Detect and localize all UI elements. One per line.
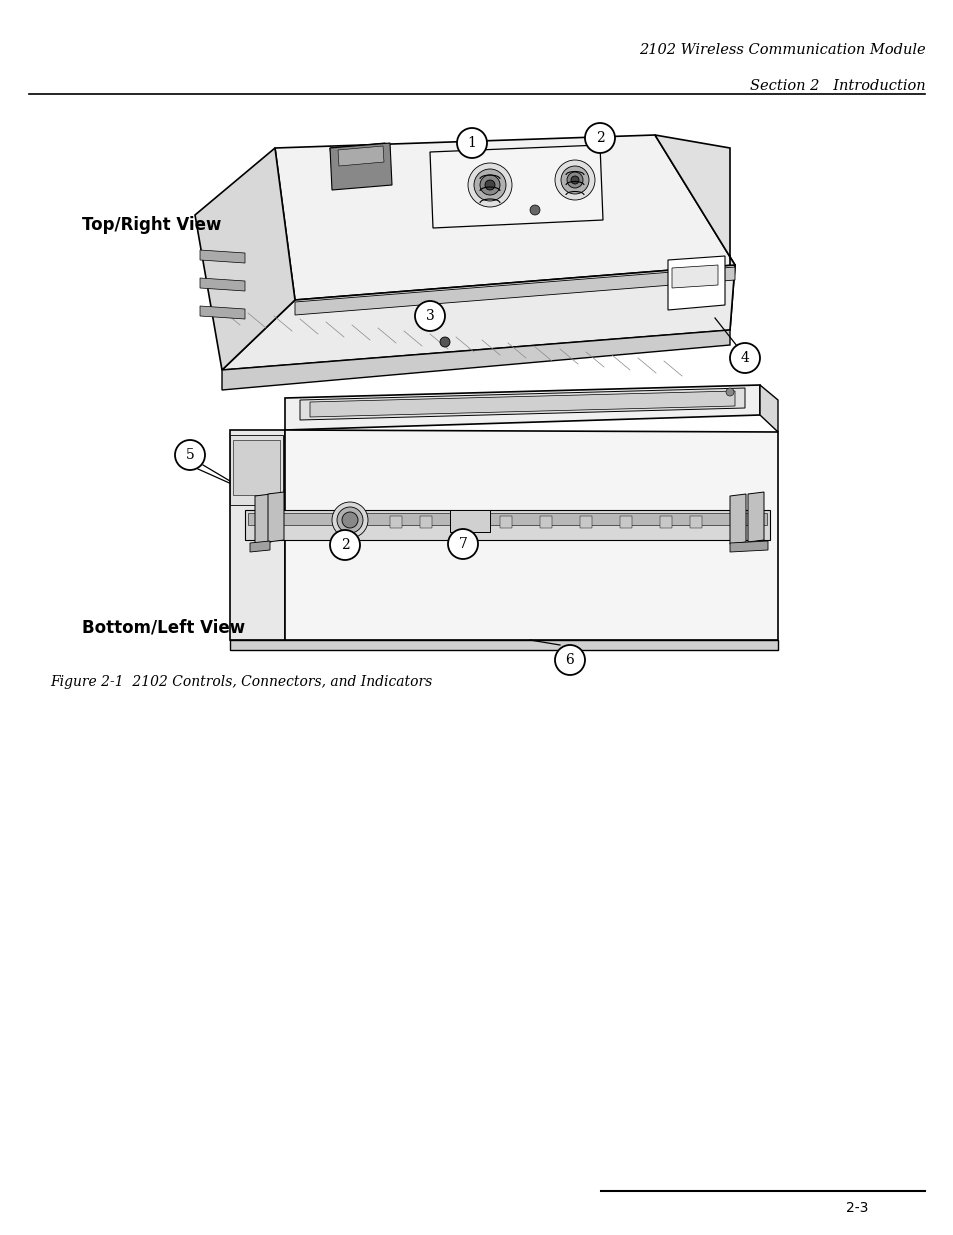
- Polygon shape: [337, 146, 384, 165]
- Polygon shape: [250, 541, 270, 552]
- Polygon shape: [233, 440, 280, 495]
- Polygon shape: [579, 516, 592, 529]
- Circle shape: [448, 529, 477, 559]
- Text: 2-3: 2-3: [845, 1200, 867, 1215]
- Circle shape: [555, 161, 595, 200]
- Polygon shape: [285, 430, 778, 640]
- Polygon shape: [430, 144, 602, 228]
- Text: Figure 2-1  2102 Controls, Connectors, and Indicators: Figure 2-1 2102 Controls, Connectors, an…: [50, 676, 432, 689]
- Circle shape: [555, 645, 584, 676]
- Text: Section 2   Introduction: Section 2 Introduction: [749, 79, 924, 93]
- Polygon shape: [230, 430, 285, 640]
- Polygon shape: [499, 516, 512, 529]
- Circle shape: [729, 343, 760, 373]
- Polygon shape: [299, 388, 744, 420]
- Circle shape: [341, 513, 357, 529]
- Text: 7: 7: [458, 537, 467, 551]
- Polygon shape: [200, 278, 245, 291]
- Polygon shape: [200, 306, 245, 319]
- Polygon shape: [310, 391, 734, 417]
- Polygon shape: [729, 541, 767, 552]
- Polygon shape: [200, 249, 245, 263]
- Polygon shape: [760, 385, 778, 432]
- Polygon shape: [689, 516, 701, 529]
- Polygon shape: [254, 494, 271, 543]
- Polygon shape: [419, 516, 432, 529]
- Polygon shape: [729, 494, 745, 543]
- Text: Bottom/Left View: Bottom/Left View: [82, 619, 245, 637]
- Polygon shape: [294, 267, 734, 315]
- Polygon shape: [268, 492, 284, 542]
- Circle shape: [332, 501, 368, 538]
- Circle shape: [725, 388, 733, 396]
- Polygon shape: [194, 148, 294, 370]
- Circle shape: [571, 177, 578, 184]
- Circle shape: [484, 180, 495, 190]
- Text: 6: 6: [565, 653, 574, 667]
- Text: 4: 4: [740, 351, 749, 366]
- Text: 5: 5: [186, 448, 194, 462]
- Circle shape: [530, 205, 539, 215]
- Circle shape: [330, 530, 359, 559]
- Polygon shape: [539, 516, 552, 529]
- Text: 2: 2: [340, 538, 349, 552]
- Circle shape: [456, 128, 486, 158]
- Circle shape: [468, 163, 512, 207]
- Polygon shape: [655, 135, 734, 330]
- Polygon shape: [330, 143, 388, 173]
- Polygon shape: [222, 266, 734, 370]
- Circle shape: [336, 508, 363, 534]
- Text: Top/Right View: Top/Right View: [82, 216, 221, 233]
- Text: 1: 1: [467, 136, 476, 149]
- Polygon shape: [450, 510, 490, 532]
- Circle shape: [584, 124, 615, 153]
- Text: 2: 2: [595, 131, 604, 144]
- Circle shape: [174, 440, 205, 471]
- Polygon shape: [671, 266, 718, 288]
- Text: 2102 Wireless Communication Module: 2102 Wireless Communication Module: [639, 43, 924, 58]
- Circle shape: [439, 337, 450, 347]
- Polygon shape: [619, 516, 631, 529]
- Circle shape: [479, 175, 499, 195]
- Text: 3: 3: [425, 309, 434, 324]
- Polygon shape: [285, 385, 760, 430]
- Circle shape: [566, 172, 582, 188]
- Circle shape: [474, 169, 505, 201]
- Polygon shape: [245, 510, 769, 540]
- Polygon shape: [274, 135, 734, 300]
- Polygon shape: [659, 516, 671, 529]
- Polygon shape: [230, 435, 283, 505]
- Polygon shape: [248, 513, 766, 525]
- Circle shape: [560, 165, 588, 194]
- Polygon shape: [330, 143, 392, 190]
- Polygon shape: [230, 640, 778, 650]
- Circle shape: [415, 301, 444, 331]
- Polygon shape: [667, 256, 724, 310]
- Polygon shape: [390, 516, 401, 529]
- Polygon shape: [222, 330, 729, 390]
- Polygon shape: [747, 492, 763, 542]
